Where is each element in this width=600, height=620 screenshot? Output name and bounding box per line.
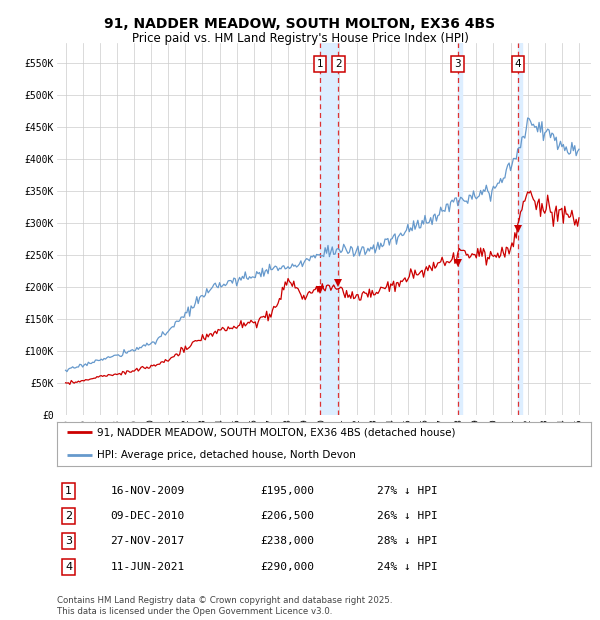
Text: 3: 3: [65, 536, 72, 546]
Text: £206,500: £206,500: [260, 511, 314, 521]
Text: 91, NADDER MEADOW, SOUTH MOLTON, EX36 4BS: 91, NADDER MEADOW, SOUTH MOLTON, EX36 4B…: [104, 17, 496, 32]
Text: 4: 4: [515, 59, 521, 69]
Text: 24% ↓ HPI: 24% ↓ HPI: [377, 562, 438, 572]
Text: Price paid vs. HM Land Registry's House Price Index (HPI): Price paid vs. HM Land Registry's House …: [131, 32, 469, 45]
Text: £290,000: £290,000: [260, 562, 314, 572]
Text: 11-JUN-2021: 11-JUN-2021: [110, 562, 185, 572]
Bar: [320, 43, 338, 415]
Text: 09-DEC-2010: 09-DEC-2010: [110, 511, 185, 521]
Text: 27% ↓ HPI: 27% ↓ HPI: [377, 486, 438, 496]
Text: HPI: Average price, detached house, North Devon: HPI: Average price, detached house, Nort…: [97, 450, 356, 459]
Text: 4: 4: [65, 562, 73, 572]
Text: 3: 3: [454, 59, 461, 69]
Text: 1: 1: [317, 59, 323, 69]
Bar: [458, 43, 462, 415]
Text: 1: 1: [65, 486, 72, 496]
Text: £238,000: £238,000: [260, 536, 314, 546]
Text: 2: 2: [335, 59, 341, 69]
Text: 16-NOV-2009: 16-NOV-2009: [110, 486, 185, 496]
Text: 91, NADDER MEADOW, SOUTH MOLTON, EX36 4BS (detached house): 91, NADDER MEADOW, SOUTH MOLTON, EX36 4B…: [97, 427, 455, 437]
Text: 28% ↓ HPI: 28% ↓ HPI: [377, 536, 438, 546]
Text: £195,000: £195,000: [260, 486, 314, 496]
Bar: [518, 43, 523, 415]
Text: Contains HM Land Registry data © Crown copyright and database right 2025.
This d: Contains HM Land Registry data © Crown c…: [57, 596, 392, 616]
Text: 26% ↓ HPI: 26% ↓ HPI: [377, 511, 438, 521]
Text: 27-NOV-2017: 27-NOV-2017: [110, 536, 185, 546]
Text: 2: 2: [65, 511, 73, 521]
